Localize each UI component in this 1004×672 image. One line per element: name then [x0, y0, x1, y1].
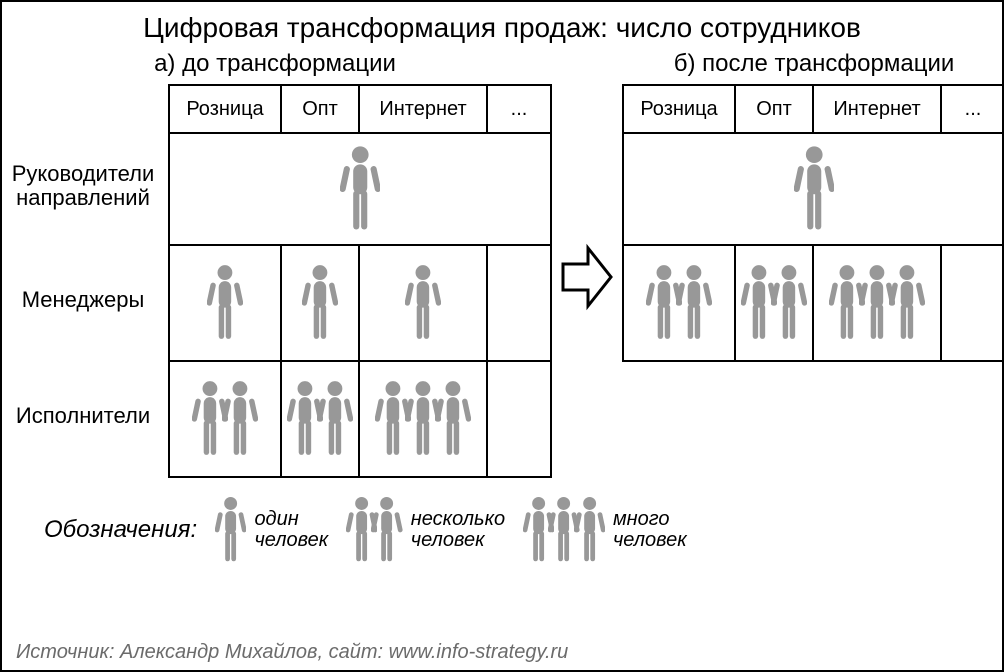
panel-after-title: б) после трансформации: [622, 50, 1004, 78]
arrow-icon: [560, 82, 614, 472]
cell: [736, 246, 814, 360]
legend-text: одинчеловек: [254, 509, 328, 551]
panels-container: а) до трансформации Руководители направл…: [16, 50, 988, 478]
panel-before-wrap: а) до трансформации Руководители направл…: [0, 50, 552, 478]
table-after: РозницаОптИнтернет...: [622, 84, 1004, 362]
column-header: ...: [488, 86, 550, 132]
legend-text: многочеловек: [613, 509, 687, 551]
row-leaders: [170, 132, 550, 244]
legend-title: Обозначения:: [44, 516, 197, 544]
row-managers: [624, 244, 1004, 360]
cell: [282, 362, 360, 476]
main-title: Цифровая трансформация продаж: число сот…: [16, 12, 988, 44]
panel-after-wrap: б) после трансформации РозницаОптИнтерне…: [622, 50, 1004, 362]
column-header-row: РозницаОптИнтернет...: [624, 86, 1004, 132]
legend: Обозначения: одинчеловек: [16, 496, 988, 564]
row-managers: [170, 244, 550, 360]
legend-item: многочеловек: [523, 496, 687, 564]
cell: [360, 246, 488, 360]
legend-text: несколькочеловек: [411, 509, 505, 551]
column-header: Опт: [736, 86, 814, 132]
cell: [360, 362, 488, 476]
person-icon: [829, 264, 925, 342]
row-label-workers: Исполнители: [0, 358, 168, 474]
person-icon: [287, 380, 353, 458]
column-header-row: РозницаОптИнтернет...: [170, 86, 550, 132]
legend-item: одинчеловек: [215, 496, 328, 564]
person-icon: [523, 496, 605, 564]
column-header: ...: [942, 86, 1004, 132]
person-icon: [340, 145, 380, 233]
person-icon: [375, 380, 471, 458]
diagram-frame: Цифровая трансформация продаж: число сот…: [0, 0, 1004, 672]
column-header: Интернет: [360, 86, 488, 132]
cell: [488, 246, 550, 360]
cell: [282, 246, 360, 360]
person-icon: [192, 380, 258, 458]
column-header: Опт: [282, 86, 360, 132]
person-icon: [646, 264, 712, 342]
cell: [624, 246, 736, 360]
column-header: Розница: [170, 86, 282, 132]
person-icon: [405, 264, 441, 342]
cell: [814, 246, 942, 360]
cell: [942, 246, 1004, 360]
panel-before-title: а) до трансформации: [0, 50, 552, 78]
row-leaders: [624, 132, 1004, 244]
person-icon: [346, 496, 403, 564]
column-header: Розница: [624, 86, 736, 132]
person-icon: [741, 264, 807, 342]
cell: [170, 362, 282, 476]
row-label-leaders: Руководители направлений: [0, 130, 168, 242]
person-icon: [207, 264, 243, 342]
source-text: Источник: Александр Михайлов, сайт: www.…: [16, 641, 568, 664]
person-icon: [302, 264, 338, 342]
row-label-managers: Менеджеры: [0, 242, 168, 358]
cell: [488, 362, 550, 476]
table-before: РозницаОптИнтернет...: [168, 84, 552, 478]
row-labels: Руководители направлений Менеджеры Испол…: [0, 84, 168, 478]
column-header: Интернет: [814, 86, 942, 132]
cell: [170, 246, 282, 360]
person-icon: [215, 496, 246, 564]
row-workers: [170, 360, 550, 476]
person-icon: [794, 145, 834, 233]
legend-item: несколькочеловек: [346, 496, 505, 564]
